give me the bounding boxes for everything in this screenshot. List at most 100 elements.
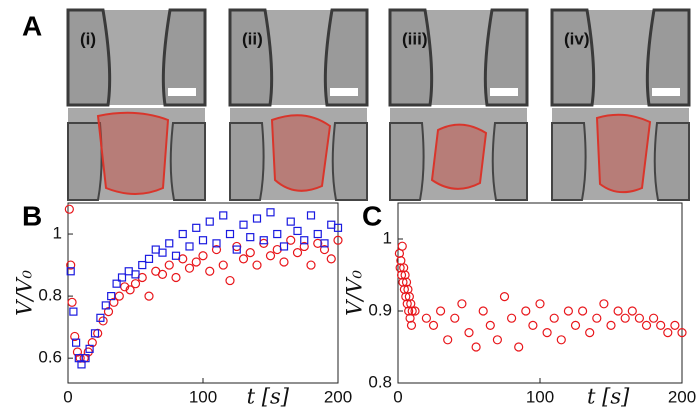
micrograph bbox=[229, 108, 368, 201]
scale-bar bbox=[330, 88, 358, 96]
point bbox=[599, 299, 609, 309]
point bbox=[407, 306, 417, 316]
point bbox=[436, 306, 446, 316]
point bbox=[404, 292, 414, 302]
channel-wall bbox=[66, 8, 112, 107]
point bbox=[549, 313, 559, 323]
channel-wall bbox=[551, 122, 587, 201]
cell-outline bbox=[96, 111, 170, 195]
point bbox=[66, 260, 76, 270]
point bbox=[570, 320, 581, 330]
point bbox=[641, 320, 652, 330]
y-tick-label: 0.6 bbox=[38, 348, 62, 367]
image-label: (iii) bbox=[402, 29, 428, 48]
point bbox=[191, 257, 201, 267]
x-tick-label: 100 bbox=[526, 387, 554, 406]
point bbox=[395, 263, 405, 273]
point bbox=[131, 270, 140, 279]
plot-frame bbox=[397, 202, 683, 384]
x-tick-label: 200 bbox=[324, 387, 352, 406]
point bbox=[273, 229, 282, 239]
point bbox=[319, 244, 330, 255]
point bbox=[613, 306, 623, 316]
point bbox=[401, 277, 412, 287]
point bbox=[144, 254, 154, 263]
x-axis-label: t [s] bbox=[247, 385, 290, 409]
point bbox=[245, 248, 255, 258]
channel-wall bbox=[653, 122, 690, 201]
point bbox=[198, 236, 208, 245]
point bbox=[239, 220, 248, 229]
x-axis-label: t [s] bbox=[587, 385, 630, 409]
point bbox=[428, 320, 439, 330]
point bbox=[397, 241, 407, 251]
y-tick-label: 1 bbox=[53, 224, 62, 243]
y-tick-label: 0.9 bbox=[368, 300, 392, 319]
point bbox=[663, 328, 673, 338]
point bbox=[464, 328, 474, 338]
micrograph bbox=[66, 8, 207, 107]
cell-outline bbox=[430, 123, 488, 190]
channel-wall bbox=[483, 8, 529, 107]
point bbox=[171, 251, 181, 260]
point bbox=[101, 301, 110, 310]
point bbox=[306, 260, 316, 270]
point bbox=[286, 235, 296, 245]
point bbox=[528, 320, 538, 330]
point bbox=[478, 306, 488, 316]
point bbox=[535, 299, 545, 309]
x-tick-label: 200 bbox=[668, 387, 696, 406]
point bbox=[70, 331, 80, 342]
point bbox=[164, 260, 174, 270]
point bbox=[157, 269, 168, 279]
point bbox=[69, 307, 78, 316]
scale-bar bbox=[652, 88, 680, 96]
point bbox=[124, 267, 133, 276]
point bbox=[279, 257, 289, 267]
point bbox=[246, 233, 255, 242]
point bbox=[457, 299, 467, 309]
point bbox=[64, 204, 74, 214]
point bbox=[443, 335, 453, 345]
channel-wall bbox=[388, 8, 434, 107]
point bbox=[171, 272, 181, 283]
point bbox=[178, 229, 187, 239]
point bbox=[620, 313, 630, 323]
point bbox=[90, 329, 100, 338]
point bbox=[327, 220, 336, 229]
point bbox=[66, 267, 75, 276]
point bbox=[144, 291, 154, 301]
point bbox=[606, 320, 616, 330]
point bbox=[125, 285, 135, 295]
point bbox=[542, 328, 552, 338]
point bbox=[450, 313, 460, 323]
point bbox=[286, 217, 295, 226]
channel-wall bbox=[228, 8, 274, 107]
channel-wall bbox=[161, 8, 207, 107]
image-label: (iv) bbox=[564, 29, 590, 48]
point bbox=[238, 254, 249, 264]
image-label: (i) bbox=[80, 29, 96, 48]
scale-bar bbox=[490, 88, 518, 96]
micrograph bbox=[551, 108, 690, 201]
point bbox=[184, 263, 195, 273]
point bbox=[212, 239, 221, 248]
point bbox=[205, 217, 214, 226]
micrograph bbox=[550, 8, 691, 107]
point bbox=[585, 328, 595, 338]
point bbox=[507, 313, 517, 323]
point bbox=[265, 251, 276, 261]
point bbox=[259, 236, 268, 245]
channel-wall bbox=[67, 122, 103, 201]
cell-outline bbox=[270, 114, 332, 192]
point bbox=[72, 347, 83, 357]
point bbox=[556, 335, 566, 345]
panel-label: C bbox=[362, 200, 382, 231]
channel-wall bbox=[550, 8, 596, 107]
point bbox=[211, 244, 222, 255]
y-axis-label: V/V₀ bbox=[13, 270, 37, 316]
point bbox=[232, 245, 241, 254]
channel-wall bbox=[331, 122, 368, 201]
point bbox=[293, 226, 302, 236]
point bbox=[577, 306, 588, 316]
